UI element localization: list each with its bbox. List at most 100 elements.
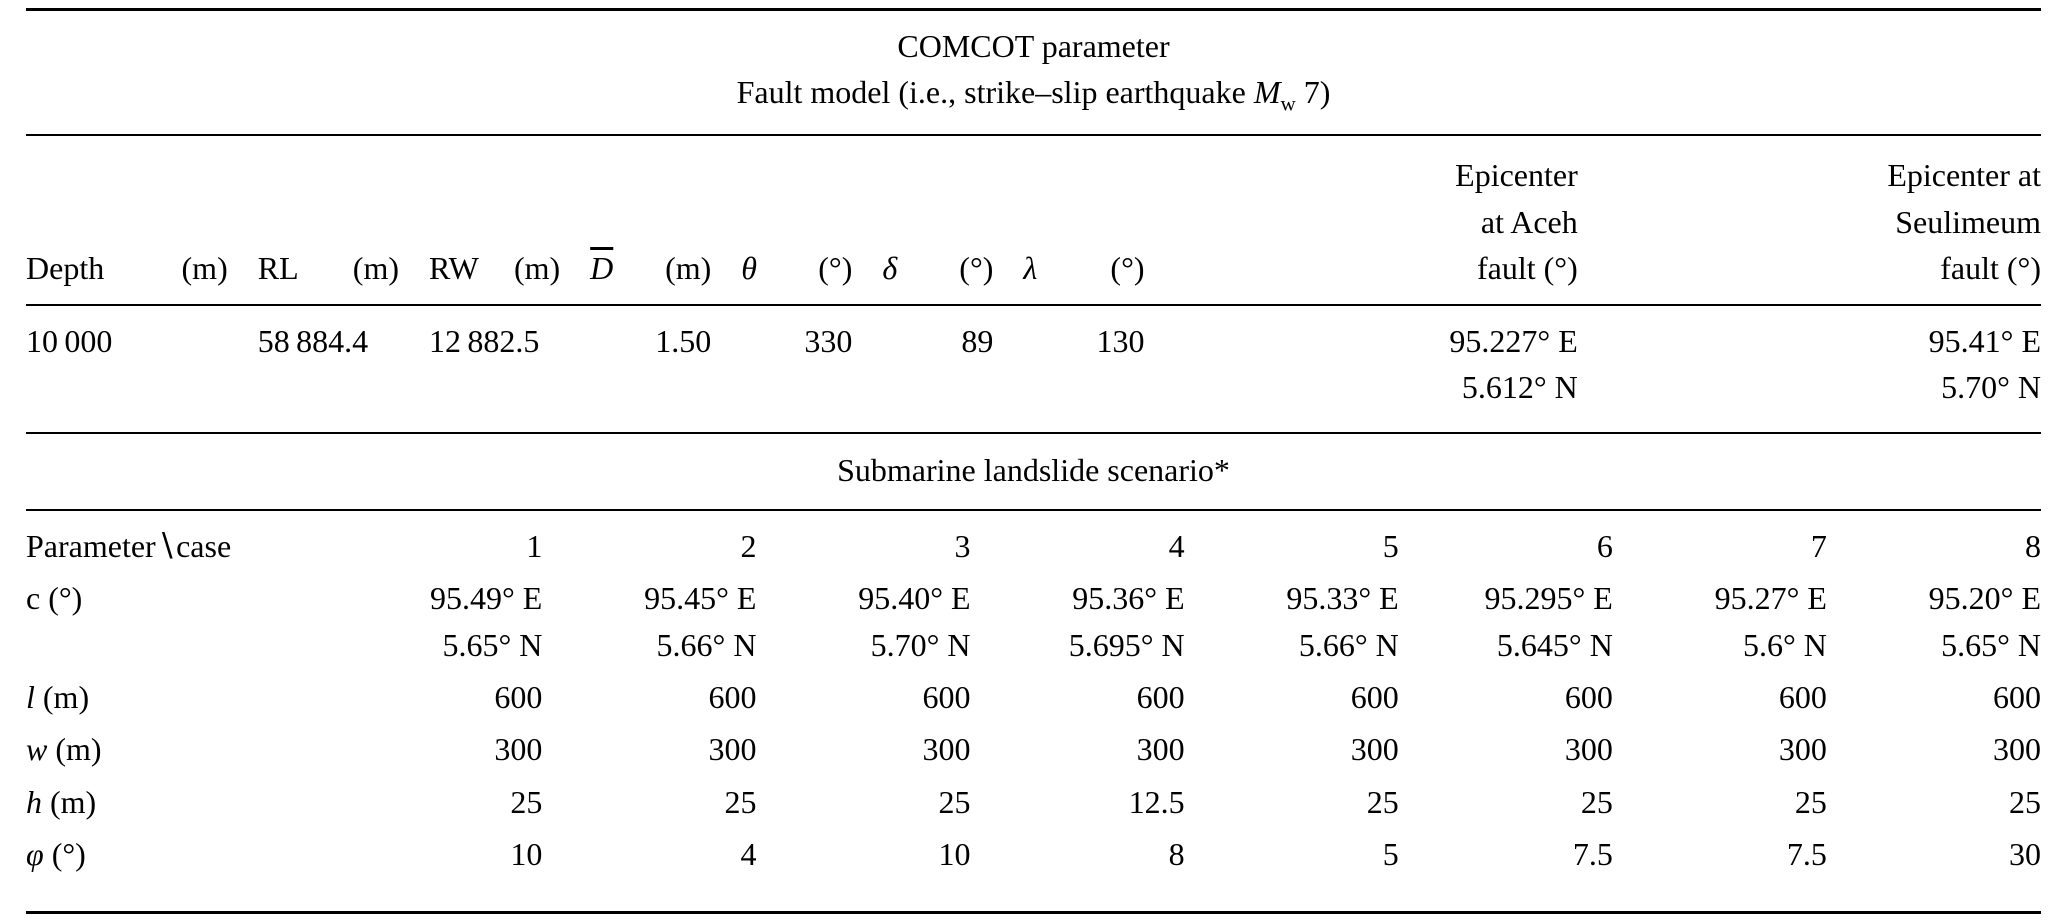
case-number-2: 2 — [740, 527, 757, 564]
slope-angle-value-7: 7.5 — [1786, 836, 1827, 873]
slope-angle-value-2: 4 — [740, 836, 757, 873]
centroid-cell-1: 95.49° E 5.65° N — [328, 572, 542, 671]
col-header-depth: Depth (m) — [26, 136, 258, 304]
length-row: l (m) 600 600 600 600 600 600 600 600 — [26, 671, 2041, 723]
title-line2-suffix: 7) — [1295, 74, 1331, 111]
rule-below-title — [26, 134, 2041, 137]
parameter-case-header-label: Parameter∖case — [26, 527, 232, 564]
width-value-1: 300 — [494, 731, 543, 768]
height-value-5: 25 — [1366, 783, 1399, 820]
epicenter-aceh-header-line2: at Aceh — [1480, 203, 1578, 240]
rupture-width-value: 12 882.5 — [428, 303, 591, 433]
col-depth-label: Depth — [26, 250, 105, 287]
col-header-rupture-length: RL (m) — [258, 136, 429, 304]
col-header-epicenter-seulimeum: Epicenter at Seulimeum fault (°) — [1608, 136, 2041, 304]
centroid-latitude: 5.66° N — [1298, 626, 1399, 663]
magnitude-subscript: w — [1280, 91, 1296, 116]
col-header-dip: δ (°) — [882, 136, 1023, 304]
epicenter-seulimeum-latitude: 5.70° N — [1941, 368, 2041, 405]
case-number-8: 8 — [2025, 527, 2041, 564]
height-unit: (m) — [50, 783, 97, 820]
centroid-row-label: c (°) — [26, 572, 328, 671]
epicenter-seulimeum-header-line1: Epicenter at — [1887, 157, 2041, 194]
centroid-longitude: 95.36° E — [1072, 580, 1185, 617]
col-header-rupture-width: RW (m) — [429, 136, 590, 304]
height-value-4: 12.5 — [1128, 783, 1185, 820]
case-number-4: 4 — [1168, 527, 1185, 564]
width-row: w (m) 300 300 300 300 300 300 300 300 — [26, 723, 2041, 775]
length-value-3: 600 — [922, 678, 971, 715]
length-unit: (m) — [42, 678, 90, 715]
col-rake-unit: (°) — [1110, 250, 1145, 287]
col-dip-symbol: δ — [882, 250, 898, 287]
rule-below-section-title — [26, 508, 2041, 511]
height-row: h (m) 25 25 25 12.5 25 25 25 25 — [26, 776, 2041, 828]
length-value-2: 600 — [708, 678, 757, 715]
width-symbol: w — [26, 731, 48, 768]
epicenter-aceh-value: 95.227° E 5.612° N — [1174, 303, 1608, 433]
height-value-1: 25 — [510, 783, 543, 820]
slope-angle-value-3: 10 — [938, 836, 971, 873]
mean-slip-value: 1.50 — [590, 303, 742, 433]
epicenter-seulimeum-longitude: 95.41° E — [1928, 322, 2041, 359]
dip-value: 89 — [882, 303, 1024, 433]
width-value-6: 300 — [1564, 731, 1613, 768]
height-value-6: 25 — [1580, 783, 1613, 820]
centroid-latitude: 5.65° N — [1941, 626, 2041, 663]
centroid-row: c (°) 95.49° E 5.65° N 95.45° E 5.66° N … — [26, 572, 2041, 671]
centroid-longitude: 95.40° E — [858, 580, 971, 617]
col-dip-unit: (°) — [959, 250, 994, 287]
col-mean-slip-symbol: D — [590, 250, 614, 287]
centroid-latitude: 5.645° N — [1496, 626, 1613, 663]
length-value-5: 600 — [1350, 678, 1399, 715]
centroid-symbol: c — [26, 580, 41, 617]
slope-angle-value-8: 30 — [2009, 836, 2041, 873]
width-row-label: w (m) — [26, 723, 328, 775]
height-value-3: 25 — [938, 783, 971, 820]
epicenter-aceh-longitude: 95.227° E — [1449, 322, 1578, 359]
col-header-strike: θ (°) — [741, 136, 882, 304]
col-header-rake: λ (°) — [1023, 136, 1174, 304]
length-value-6: 600 — [1564, 678, 1613, 715]
case-number-1: 1 — [526, 527, 543, 564]
width-unit: (m) — [55, 731, 102, 768]
slope-angle-value-6: 7.5 — [1572, 836, 1613, 873]
bottom-rule — [26, 911, 2041, 914]
case-number-6: 6 — [1596, 527, 1613, 564]
depth-value: 10 000 — [26, 303, 258, 433]
centroid-cell-4: 95.36° E 5.695° N — [971, 572, 1185, 671]
slope-angle-value-5: 5 — [1382, 836, 1399, 873]
slope-angle-symbol: φ — [26, 836, 44, 873]
centroid-latitude: 5.6° N — [1743, 626, 1827, 663]
landslide-case-table: Parameter∖case 1 2 3 4 5 6 7 8 c (°) 95.… — [26, 511, 2041, 890]
width-value-5: 300 — [1350, 731, 1399, 768]
strike-value: 330 — [741, 303, 883, 433]
slope-angle-unit: (°) — [51, 836, 86, 873]
length-value-1: 600 — [494, 678, 543, 715]
centroid-unit: (°) — [48, 580, 83, 617]
col-rake-symbol: λ — [1023, 250, 1038, 287]
width-value-7: 300 — [1778, 731, 1827, 768]
length-value-8: 600 — [1993, 678, 2041, 715]
slope-angle-value-4: 8 — [1168, 836, 1185, 873]
case-number-7: 7 — [1810, 527, 1827, 564]
centroid-longitude: 95.295° E — [1484, 580, 1613, 617]
height-value-8: 25 — [2009, 783, 2041, 820]
col-rw-label: RW — [428, 250, 479, 287]
col-rw-unit: (m) — [513, 250, 561, 287]
slope-angle-row: φ (°) 10 4 10 8 5 7.5 7.5 30 — [26, 828, 2041, 889]
case-number-3: 3 — [954, 527, 971, 564]
rule-above-section-title — [26, 432, 2041, 435]
fault-data-row: 10 000 58 884.4 12 882.5 1.50 330 89 130… — [26, 303, 2041, 433]
centroid-cell-6: 95.295° E 5.645° N — [1399, 572, 1613, 671]
centroid-longitude: 95.20° E — [1928, 580, 2041, 617]
centroid-longitude: 95.33° E — [1286, 580, 1399, 617]
length-row-label: l (m) — [26, 671, 328, 723]
col-depth-unit: (m) — [181, 250, 228, 287]
table-title-line1: COMCOT parameter — [897, 28, 1170, 64]
col-header-epicenter-aceh: Epicenter at Aceh fault (°) — [1175, 136, 1608, 304]
table-title: COMCOT parameter Fault model (i.e., stri… — [26, 11, 2041, 134]
landslide-section-title: Submarine landslide scenario* — [837, 452, 1230, 489]
rupture-length-value: 58 884.4 — [257, 303, 429, 433]
